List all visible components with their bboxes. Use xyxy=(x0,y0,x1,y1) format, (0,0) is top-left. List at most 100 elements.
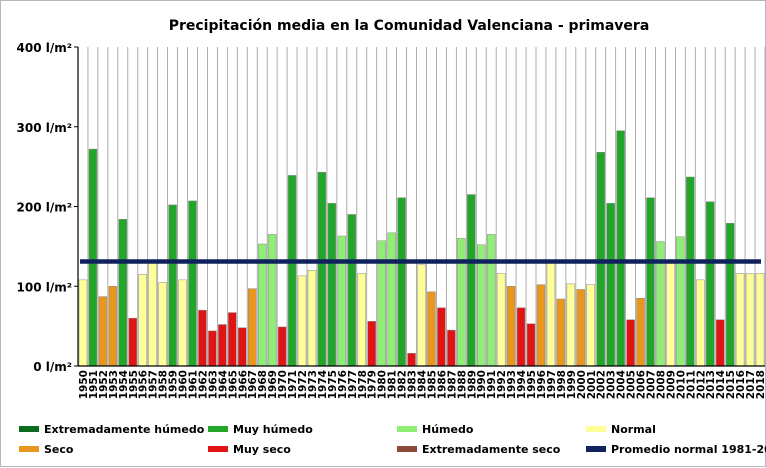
legend-label: Normal xyxy=(611,422,656,436)
legend-label: Muy seco xyxy=(233,442,291,456)
x-tick-label: 2017 xyxy=(745,370,757,399)
bar xyxy=(88,148,98,367)
x-tick-label: 2006 xyxy=(636,370,648,399)
x-tick-label: 1981 xyxy=(387,370,399,399)
bar xyxy=(596,152,605,367)
bar xyxy=(735,273,745,367)
bar xyxy=(178,279,187,367)
x-tick-label: 1986 xyxy=(436,370,448,399)
bar xyxy=(317,171,327,367)
x-tick-label: 2002 xyxy=(596,370,608,399)
bar xyxy=(706,201,715,367)
bar xyxy=(238,327,247,367)
x-tick-label: 2000 xyxy=(576,370,588,399)
x-tick-label: 1999 xyxy=(566,370,578,399)
legend-item: Muy húmedo xyxy=(208,422,313,436)
bar xyxy=(437,307,446,367)
x-tick-label: 2009 xyxy=(665,370,677,399)
bar xyxy=(606,203,615,367)
bar xyxy=(666,262,675,367)
legend-item: Muy seco xyxy=(208,442,291,456)
bar xyxy=(586,284,595,367)
x-tick-label: 1956 xyxy=(138,370,150,399)
x-tick-label: 2005 xyxy=(626,370,638,399)
x-tick-label: 1996 xyxy=(536,370,548,399)
bar xyxy=(218,324,227,367)
x-tick-label: 1994 xyxy=(516,370,528,399)
bar xyxy=(566,283,576,367)
bar xyxy=(686,176,695,367)
bar xyxy=(367,321,376,367)
bar xyxy=(636,297,645,367)
legend-label: Seco xyxy=(44,442,74,456)
x-tick-label: 1959 xyxy=(168,370,180,399)
x-tick-label: 1975 xyxy=(327,370,339,399)
legend-label: Húmedo xyxy=(422,422,474,436)
bar xyxy=(158,282,167,367)
legend-item: Extremadamente húmedo xyxy=(19,422,204,436)
x-tick-label: 1968 xyxy=(257,370,269,399)
legend-swatch xyxy=(397,426,417,432)
legend-item: Seco xyxy=(19,442,73,456)
x-tick-label: 1967 xyxy=(247,370,259,399)
bar xyxy=(138,274,147,367)
bar xyxy=(168,204,177,367)
y-tick-label: 100 l/m² xyxy=(17,280,72,294)
bar xyxy=(417,264,426,367)
bar xyxy=(506,286,516,367)
x-tick-label: 1979 xyxy=(367,370,379,399)
bar xyxy=(457,238,466,367)
bar xyxy=(297,275,307,367)
bar xyxy=(486,234,496,367)
x-tick-label: 1971 xyxy=(287,370,299,399)
x-tick-label: 2018 xyxy=(755,370,766,399)
x-tick-label: 2007 xyxy=(646,370,658,399)
bar xyxy=(287,175,297,367)
bar xyxy=(188,200,197,367)
x-tick-label: 1965 xyxy=(227,370,239,399)
bar xyxy=(725,222,735,367)
bar xyxy=(616,130,625,367)
legend-item: Promedio normal 1981-2010 xyxy=(586,442,766,456)
x-tick-label: 1980 xyxy=(377,370,389,399)
legend-label: Muy húmedo xyxy=(233,422,313,436)
legend-label: Extremadamente húmedo xyxy=(44,422,205,436)
bar xyxy=(626,319,635,367)
x-tick-label: 2004 xyxy=(616,370,628,399)
x-tick-label: 1961 xyxy=(188,370,200,399)
x-tick-label: 1989 xyxy=(466,370,478,399)
bar xyxy=(118,219,128,367)
bar xyxy=(556,298,566,367)
legend-swatch xyxy=(586,426,606,432)
x-tick-label: 1958 xyxy=(158,370,170,399)
bar xyxy=(78,279,88,367)
x-tick-label: 1963 xyxy=(207,370,219,399)
legend-label: Extremadamente seco xyxy=(422,442,561,456)
x-tick-label: 1995 xyxy=(526,370,538,399)
x-tick-label: 1972 xyxy=(297,370,309,399)
bar xyxy=(467,194,476,367)
x-tick-label: 1970 xyxy=(277,370,289,399)
bar xyxy=(676,236,685,367)
legend-item: Extremadamente seco xyxy=(397,442,560,456)
bar xyxy=(546,262,556,367)
x-tick-label: 2010 xyxy=(675,370,687,399)
bar xyxy=(755,273,765,367)
bar xyxy=(536,284,546,367)
bar xyxy=(715,319,725,367)
y-tick-label: 400 l/m² xyxy=(17,41,72,55)
bar xyxy=(407,352,416,367)
x-tick-label: 1991 xyxy=(486,370,498,399)
bar xyxy=(576,289,586,367)
bar xyxy=(98,296,108,367)
x-tick-label: 2008 xyxy=(655,370,667,399)
x-tick-label: 2001 xyxy=(586,370,598,399)
bar xyxy=(307,270,317,367)
y-tick-label: 200 l/m² xyxy=(17,201,72,215)
legend-label: Promedio normal 1981-2010 xyxy=(611,442,766,456)
x-tick-label: 1992 xyxy=(496,370,508,399)
bar xyxy=(148,262,157,367)
x-tick-label: 2003 xyxy=(606,370,618,399)
